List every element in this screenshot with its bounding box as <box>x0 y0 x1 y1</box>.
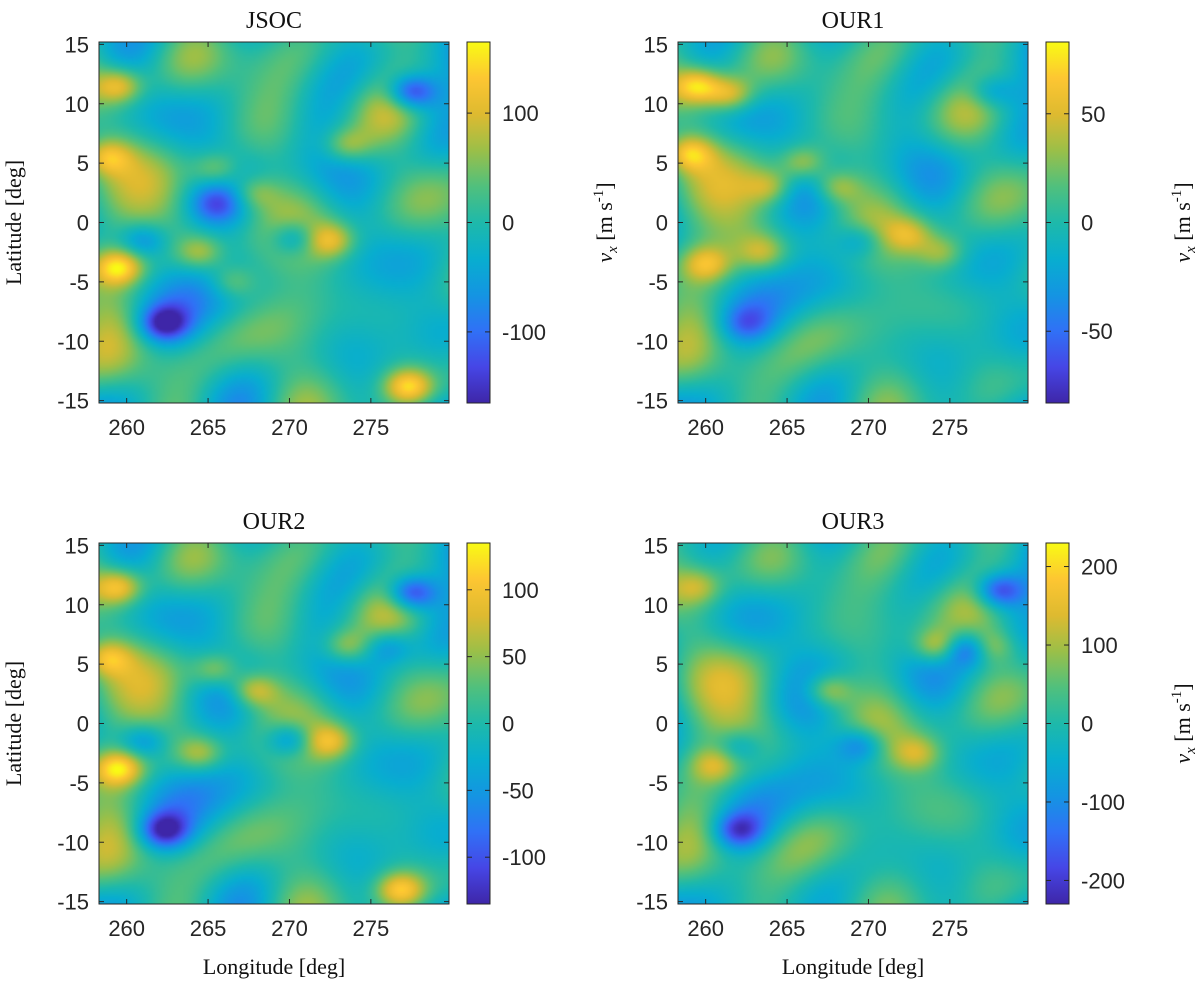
x-tick-label: 275 <box>932 415 969 440</box>
colorbar-label-close: ] <box>1170 182 1195 189</box>
y-tick-label: 5 <box>77 652 89 677</box>
colorbar-label-close: ] <box>592 182 617 189</box>
y-tick-label: -15 <box>57 890 89 915</box>
x-tick-label: 270 <box>850 916 887 941</box>
x-tick-label: 275 <box>353 916 390 941</box>
colorbar-tick-label: 100 <box>502 101 539 126</box>
y-tick-label: -10 <box>636 830 668 855</box>
x-tick-label: 270 <box>271 415 308 440</box>
y-tick-label: 0 <box>77 712 89 737</box>
colorbar-label-close: ] <box>1170 683 1195 690</box>
colorbar-label-superscript: -1 <box>1169 691 1185 704</box>
colorbar-tick-label: 50 <box>1081 102 1105 127</box>
x-tick-label: 275 <box>932 916 969 941</box>
colorbar-label-unit: [m s <box>1170 202 1195 246</box>
x-tick-label: 260 <box>108 415 145 440</box>
y-tick-label: -10 <box>57 830 89 855</box>
heatmap-field <box>678 42 1028 403</box>
colorbar-label-subscript: x <box>1183 747 1199 755</box>
heatmap-field <box>99 42 449 403</box>
colorbar-tick-label: -100 <box>502 845 546 870</box>
colorbar-tick-label: -50 <box>1081 319 1113 344</box>
y-tick-label: 5 <box>656 151 668 176</box>
y-tick-label: 15 <box>644 32 668 57</box>
x-tick-label: 265 <box>190 415 227 440</box>
colorbar-tick-label: -200 <box>1081 868 1125 893</box>
y-tick-label: 10 <box>65 92 89 117</box>
colorbar-tick-label: -100 <box>1081 790 1125 815</box>
colorbar-label-superscript: -1 <box>591 190 607 203</box>
colorbar-tick-label: -100 <box>502 320 546 345</box>
colorbar: -200 -100 0 100 200 vx [m s-1] <box>1045 542 1199 905</box>
colorbar-label-symbol: v <box>1170 253 1195 263</box>
x-tick-label: 270 <box>850 415 887 440</box>
panel-title: JSOC <box>246 8 302 34</box>
y-tick-label: -15 <box>636 890 668 915</box>
y-tick-label: 5 <box>656 652 668 677</box>
y-tick-label: -15 <box>636 389 668 414</box>
panel-title: OUR2 <box>243 509 306 535</box>
x-tick-label: 270 <box>271 916 308 941</box>
y-tick-label: 0 <box>656 211 668 236</box>
colorbar-tick-label: 0 <box>502 211 514 236</box>
y-tick-label: -10 <box>57 329 89 354</box>
colorbar-label-subscript: x <box>1183 246 1199 254</box>
y-tick-label: -15 <box>57 389 89 414</box>
y-tick-label: -5 <box>648 771 668 796</box>
y-axis-label: Latitude [deg] <box>1 661 26 786</box>
colorbar-tick-label: 50 <box>502 645 526 670</box>
y-tick-label: -10 <box>636 329 668 354</box>
colorbar-tick-label: 100 <box>1081 633 1118 658</box>
colorbar-tick-label: 100 <box>502 578 539 603</box>
x-tick-label: 265 <box>769 415 806 440</box>
colorbar-label: vx [m s-1] <box>1169 182 1199 262</box>
panel-title: OUR1 <box>822 8 885 34</box>
x-tick-label: 265 <box>190 916 227 941</box>
colorbar-label: vx [m s-1] <box>1169 683 1199 763</box>
x-axis-label: Longitude [deg] <box>782 954 924 979</box>
panel-title: OUR3 <box>822 509 885 535</box>
colorbar-label-symbol: v <box>1170 754 1195 764</box>
colorbar-tick-label: 0 <box>1081 712 1093 737</box>
heatmap-field <box>678 543 1028 904</box>
y-tick-label: -5 <box>69 270 89 295</box>
y-tick-label: 15 <box>65 533 89 558</box>
colorbar-label-unit: [m s <box>592 202 617 246</box>
y-tick-label: 15 <box>65 32 89 57</box>
colorbar: -50 0 50 vx [m s-1] <box>1045 41 1199 404</box>
y-tick-label: 5 <box>77 151 89 176</box>
colorbar-tick-label: -50 <box>502 778 534 803</box>
x-tick-label: 260 <box>687 916 724 941</box>
y-tick-label: 0 <box>77 211 89 236</box>
y-tick-label: 10 <box>644 593 668 618</box>
y-tick-label: 10 <box>65 593 89 618</box>
colorbar-label: vx [m s-1] <box>591 182 621 262</box>
x-axis-label: Longitude [deg] <box>203 954 345 979</box>
colorbar-tick-label: 200 <box>1081 555 1118 580</box>
y-tick-label: 10 <box>644 92 668 117</box>
heatmap-field <box>99 543 449 904</box>
colorbar-tick-label: 0 <box>1081 211 1093 236</box>
y-tick-label: -5 <box>69 771 89 796</box>
y-axis-label: Latitude [deg] <box>1 160 26 285</box>
colorbar: -100 -50 0 50 100 <box>466 542 546 905</box>
x-tick-label: 260 <box>108 916 145 941</box>
x-tick-label: 265 <box>769 916 806 941</box>
colorbar-label-symbol: v <box>592 253 617 263</box>
x-tick-label: 260 <box>687 415 724 440</box>
colorbar-label-superscript: -1 <box>1169 190 1185 203</box>
y-tick-label: 0 <box>656 712 668 737</box>
colorbar-label-unit: [m s <box>1170 703 1195 747</box>
colorbar: -100 0 100 vx [m s-1] <box>466 41 621 404</box>
colorbar-tick-label: 0 <box>502 712 514 737</box>
y-tick-label: 15 <box>644 533 668 558</box>
x-tick-label: 275 <box>353 415 390 440</box>
y-tick-label: -5 <box>648 270 668 295</box>
colorbar-label-subscript: x <box>605 246 621 254</box>
